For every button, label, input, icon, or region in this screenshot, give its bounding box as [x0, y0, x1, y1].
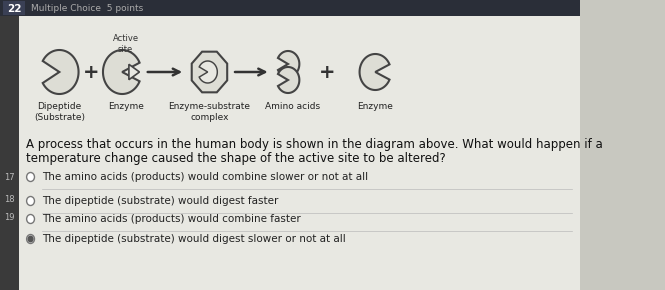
Text: A process that occurs in the human body is shown in the diagram above. What woul: A process that occurs in the human body … [26, 138, 603, 151]
Text: Multiple Choice  5 points: Multiple Choice 5 points [31, 4, 144, 13]
Polygon shape [360, 54, 390, 90]
Text: Active
site: Active site [112, 34, 139, 54]
Text: Amino acids: Amino acids [265, 102, 320, 111]
Polygon shape [103, 50, 140, 94]
Polygon shape [192, 52, 227, 92]
Text: The dipeptide (substrate) would digest slower or not at all: The dipeptide (substrate) would digest s… [42, 234, 346, 244]
FancyBboxPatch shape [19, 0, 581, 290]
Text: 18: 18 [4, 195, 15, 204]
FancyBboxPatch shape [0, 0, 19, 290]
Polygon shape [129, 64, 140, 80]
Text: 19: 19 [5, 213, 15, 222]
Polygon shape [200, 61, 217, 83]
Circle shape [27, 173, 35, 182]
Text: Enzyme-substrate
complex: Enzyme-substrate complex [168, 102, 251, 122]
Circle shape [28, 236, 33, 242]
Text: +: + [319, 63, 336, 81]
Circle shape [27, 235, 35, 244]
Text: Enzyme: Enzyme [108, 102, 144, 111]
Text: The amino acids (products) would combine faster: The amino acids (products) would combine… [42, 214, 301, 224]
FancyBboxPatch shape [0, 0, 581, 16]
Text: Dipeptide
(Substrate): Dipeptide (Substrate) [34, 102, 85, 122]
Circle shape [27, 215, 35, 224]
Text: The amino acids (products) would combine slower or not at all: The amino acids (products) would combine… [42, 172, 368, 182]
Text: 22: 22 [7, 3, 21, 14]
Text: The dipeptide (substrate) would digest faster: The dipeptide (substrate) would digest f… [42, 196, 278, 206]
Text: temperature change caused the shape of the active site to be altered?: temperature change caused the shape of t… [26, 152, 446, 165]
FancyBboxPatch shape [3, 1, 25, 15]
Polygon shape [43, 50, 78, 94]
Text: Enzyme: Enzyme [357, 102, 393, 111]
Text: +: + [82, 63, 99, 81]
Circle shape [27, 197, 35, 206]
Polygon shape [278, 51, 299, 77]
Text: 17: 17 [4, 173, 15, 182]
Polygon shape [278, 67, 299, 93]
